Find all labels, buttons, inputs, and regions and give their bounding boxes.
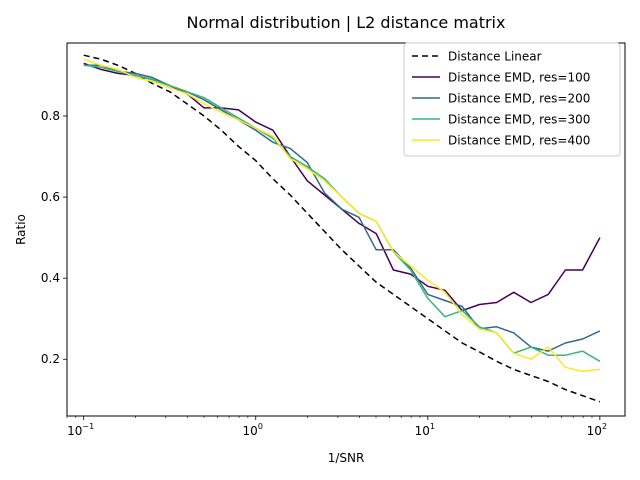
y-tick-label: 0.2: [41, 352, 60, 366]
series-line-4: [83, 58, 600, 373]
legend-label: Distance Linear: [448, 50, 542, 64]
series-line-0: [83, 54, 601, 403]
x-tick-label: 102: [587, 422, 607, 438]
legend-label: Distance EMD, res=100: [448, 71, 590, 85]
x-ticks: 10−1 100 101 102: [66, 416, 607, 438]
plot-frame: [66, 42, 626, 417]
chart-title: Normal distribution | L2 distance matrix: [187, 13, 506, 32]
y-tick-label: 0.4: [41, 271, 60, 285]
y-tick-label: 0.6: [41, 190, 60, 204]
y-tick-label: 0.8: [41, 109, 60, 123]
legend: Distance Linear Distance EMD, res=100 Dist…: [403, 42, 621, 157]
y-ticks: 0.2 0.4 0.6 0.8: [41, 109, 67, 366]
plot-lines: [83, 54, 601, 403]
x-tick-label: 100: [243, 422, 263, 438]
x-tick-label: 101: [415, 422, 435, 438]
x-axis-label: 1/SNR: [328, 451, 365, 465]
legend-box: [403, 42, 621, 157]
x-tick-label: 10−1: [67, 422, 94, 438]
legend-label: Distance EMD, res=300: [448, 113, 590, 127]
y-axis-label: Ratio: [14, 214, 28, 245]
legend-label: Distance EMD, res=400: [448, 134, 590, 148]
legend-label: Distance EMD, res=200: [448, 92, 590, 106]
